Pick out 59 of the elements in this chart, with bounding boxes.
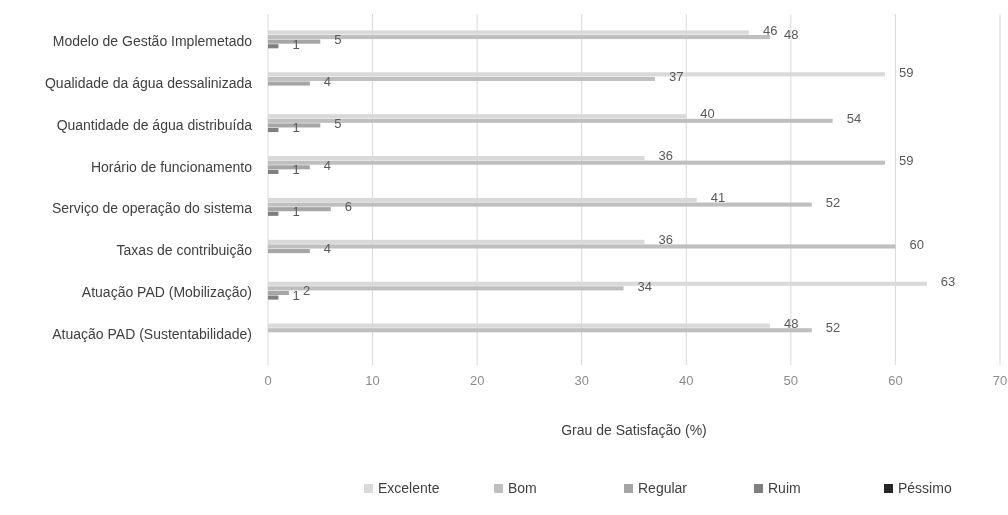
x-tick-label: 30 (574, 373, 589, 388)
data-label: 48 (783, 27, 799, 43)
x-tick-label: 10 (365, 373, 380, 388)
data-label: 2 (302, 283, 311, 299)
x-tick-label: 50 (783, 373, 799, 388)
bar (268, 290, 289, 296)
y-tick-label: Modelo de Gestão Implemetado (52, 32, 253, 49)
y-tick-label: Serviço de operação do sistema (52, 200, 253, 217)
data-label: 40 (700, 106, 715, 122)
bar (268, 44, 279, 49)
data-label: 41 (710, 190, 726, 206)
data-label: 5 (334, 115, 342, 131)
data-label: 52 (825, 320, 841, 336)
data-label: 37 (668, 69, 684, 85)
bar (268, 81, 310, 86)
data-label: 1 (292, 162, 300, 178)
data-label: 5 (334, 31, 342, 47)
x-tick-label: 40 (679, 373, 694, 388)
legend-label: Bom (508, 480, 537, 496)
data-label: 4 (323, 157, 332, 173)
x-axis-title: Grau de Satisfação (%) (561, 422, 707, 438)
legend-label: Excelente (378, 480, 440, 496)
legend-label: Péssimo (898, 480, 952, 496)
bar (268, 127, 279, 133)
data-label: 1 (292, 36, 300, 52)
y-tick-label: Qualidade da água dessalinizada (44, 74, 253, 91)
data-label: 60 (909, 236, 924, 252)
data-label: 4 (323, 73, 332, 89)
bar (268, 211, 279, 216)
data-label: 46 (763, 22, 778, 38)
bar (268, 169, 279, 174)
bar (268, 328, 812, 333)
data-label: 4 (323, 241, 332, 257)
data-label: 59 (898, 152, 914, 168)
x-tick-label: 70 (992, 373, 1008, 388)
data-label: 6 (344, 199, 352, 215)
data-label: 59 (898, 64, 914, 80)
y-tick-label: Taxas de contribuição (116, 242, 253, 259)
data-label: 63 (940, 274, 956, 289)
data-label: 36 (658, 148, 673, 164)
data-label: 1 (292, 287, 300, 303)
legend-label: Ruim (768, 480, 801, 496)
y-tick-label: Atuação PAD (Mobilização) (81, 284, 252, 301)
y-tick-label: Horário de funcionamento (90, 158, 253, 175)
y-tick-label: Quantidade de água distribuída (56, 116, 253, 133)
data-label: 52 (825, 194, 841, 210)
x-tick-label: 60 (888, 373, 903, 388)
legend-label: Regular (638, 480, 688, 496)
data-label: 54 (846, 111, 862, 127)
bar (268, 295, 279, 300)
data-label: 34 (637, 278, 653, 294)
x-tick-label: 20 (469, 373, 485, 388)
x-tick-label: 0 (264, 373, 272, 388)
data-label: 48 (783, 315, 799, 331)
data-label: 36 (658, 232, 673, 248)
bar (268, 249, 310, 254)
y-tick-label: Atuação PAD (Sustentabilidade) (52, 326, 252, 343)
data-label: 1 (292, 120, 300, 136)
data-label: 1 (292, 204, 300, 220)
